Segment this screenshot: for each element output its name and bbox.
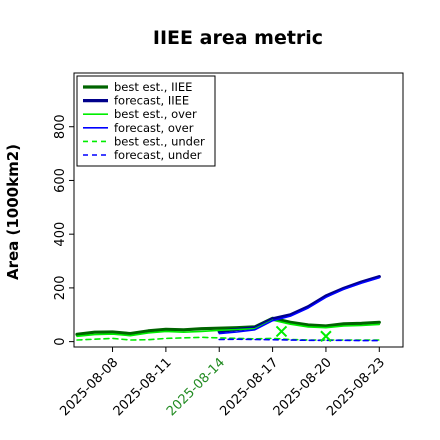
annotation-layer bbox=[275, 325, 332, 342]
legend-item: forecast, IIEE bbox=[83, 94, 189, 108]
y-axis-label: Area (1000km2) bbox=[4, 144, 22, 280]
y-tick-label: 600 bbox=[53, 168, 68, 193]
series-layer bbox=[75, 275, 381, 342]
legend-item: forecast, over bbox=[83, 121, 194, 135]
y-tick-label: 200 bbox=[53, 275, 68, 300]
legend-label: forecast, IIEE bbox=[114, 94, 189, 108]
legend-item: best est., under bbox=[83, 134, 205, 148]
legend-label: forecast, under bbox=[114, 148, 202, 162]
x-marker-stroke bbox=[320, 330, 332, 342]
series-line bbox=[75, 316, 381, 336]
x-marker bbox=[275, 325, 288, 338]
plot-frame bbox=[73, 72, 404, 348]
series-line bbox=[218, 338, 381, 342]
legend-box bbox=[76, 75, 216, 167]
series-line bbox=[76, 319, 381, 338]
legend-label: forecast, over bbox=[114, 121, 194, 135]
x-marker-stroke bbox=[275, 325, 288, 338]
y-tick-label: 800 bbox=[53, 114, 68, 139]
series-line bbox=[218, 276, 381, 335]
x-axis: 2025-08-082025-08-112025-08-142025-08-17… bbox=[57, 347, 388, 419]
x-marker bbox=[320, 330, 332, 342]
legend-item: best est., IIEE bbox=[83, 80, 192, 94]
legend-label: best est., under bbox=[114, 134, 205, 148]
y-tick-label: 400 bbox=[53, 222, 68, 247]
legend-item: forecast, under bbox=[83, 148, 202, 162]
legend-label: best est., IIEE bbox=[114, 80, 192, 94]
chart-title: IIEE area metric bbox=[153, 27, 323, 49]
y-tick-label: 0 bbox=[53, 337, 68, 345]
legend-label: best est., over bbox=[114, 107, 197, 121]
y-axis: 0 200 400 600 800 bbox=[53, 114, 74, 346]
legend-item: best est., over bbox=[83, 107, 197, 121]
